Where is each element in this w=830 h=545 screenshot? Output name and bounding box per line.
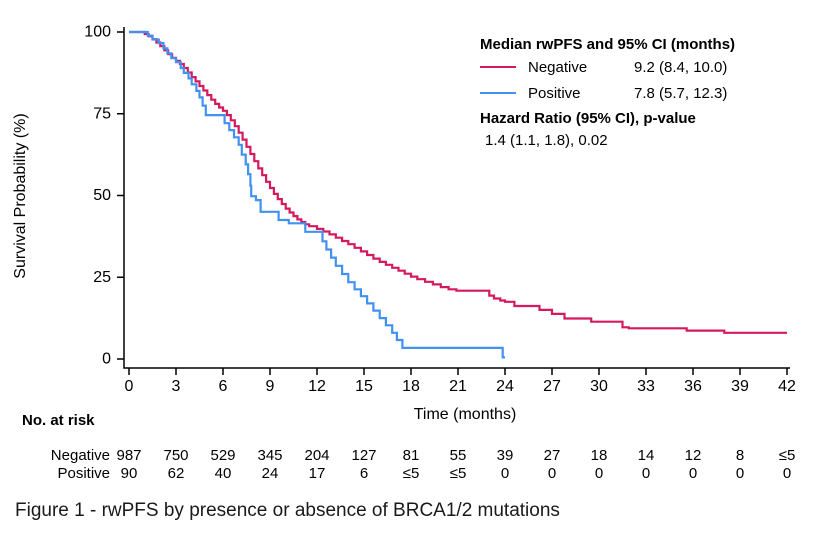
legend-row-positive: Positive 7.8 (5.7, 12.3) (480, 80, 810, 106)
legend-title: Median rwPFS and 95% CI (months) (480, 36, 736, 53)
negative-median-value: 9.2 (8.4, 10.0) (634, 58, 728, 76)
svg-text:36: 36 (684, 378, 702, 395)
risk-count: ≤5 (449, 465, 467, 482)
svg-text:21: 21 (449, 378, 467, 395)
risk-row-label-positive: Positive (57, 465, 110, 482)
positive-label: Positive (528, 84, 581, 102)
risk-count: 0 (688, 465, 698, 482)
negative-line-swatch (480, 65, 516, 69)
risk-count: 39 (496, 447, 514, 464)
risk-count: 127 (351, 447, 377, 464)
x-axis-title: Time (months) (414, 406, 517, 423)
risk-count: 12 (684, 447, 702, 464)
svg-text:75: 75 (93, 105, 111, 122)
risk-count: 81 (402, 447, 420, 464)
risk-count: 8 (735, 447, 745, 464)
risk-count: 40 (214, 465, 232, 482)
y-axis-title: Survival Probability (%) (12, 113, 29, 278)
negative-label: Negative (528, 58, 588, 76)
risk-row-label-negative: Negative (50, 447, 110, 464)
positive-median-value: 7.8 (5.7, 12.3) (634, 84, 728, 102)
svg-text:27: 27 (543, 378, 561, 395)
svg-text:25: 25 (93, 269, 111, 286)
risk-count: 14 (637, 447, 655, 464)
svg-text:24: 24 (496, 378, 514, 395)
risk-count: 6 (359, 465, 369, 482)
svg-text:3: 3 (172, 378, 181, 395)
risk-count: 0 (500, 465, 510, 482)
risk-count: 0 (594, 465, 604, 482)
risk-count: 204 (304, 447, 330, 464)
svg-text:0: 0 (102, 351, 111, 368)
svg-text:15: 15 (355, 378, 373, 395)
svg-text:30: 30 (590, 378, 608, 395)
km-plot-area: Survival Probability (%) Time (months) 0… (12, 24, 796, 424)
risk-count: 987 (116, 447, 142, 464)
hazard-ratio-value: 1.4 (1.1, 1.8), 0.02 (485, 132, 608, 149)
svg-text:0: 0 (125, 378, 134, 395)
svg-text:50: 50 (93, 187, 111, 204)
figure-caption: Figure 1 - rwPFS by presence or absence … (15, 500, 560, 521)
hazard-ratio-title: Hazard Ratio (95% CI), p-value (480, 110, 696, 127)
svg-text:42: 42 (778, 378, 796, 395)
risk-count: 0 (547, 465, 557, 482)
risk-count: 62 (167, 465, 185, 482)
svg-text:18: 18 (402, 378, 420, 395)
svg-text:33: 33 (637, 378, 655, 395)
svg-text:12: 12 (308, 378, 326, 395)
svg-text:100: 100 (84, 24, 111, 41)
risk-count: 18 (590, 447, 608, 464)
risk-count: 750 (163, 447, 189, 464)
risk-count: 345 (257, 447, 283, 464)
survival-curves (129, 30, 787, 359)
risk-count: 55 (449, 447, 467, 464)
risk-count: 0 (735, 465, 745, 482)
positive-line-swatch (480, 91, 516, 95)
risk-count: 0 (782, 465, 792, 482)
legend-row-negative: Negative 9.2 (8.4, 10.0) (480, 54, 810, 80)
risk-count: 529 (210, 447, 236, 464)
risk-count: 17 (308, 465, 326, 482)
risk-table-title: No. at risk (22, 412, 95, 429)
risk-count: 24 (261, 465, 279, 482)
risk-count: 90 (120, 465, 138, 482)
legend: Median rwPFS and 95% CI (months) Negativ… (480, 36, 810, 150)
risk-count: ≤5 (778, 447, 796, 464)
risk-count: ≤5 (402, 465, 420, 482)
risk-count: 0 (641, 465, 651, 482)
svg-text:39: 39 (731, 378, 749, 395)
risk-count: 27 (543, 447, 561, 464)
svg-text:6: 6 (219, 378, 228, 395)
svg-text:9: 9 (266, 378, 275, 395)
